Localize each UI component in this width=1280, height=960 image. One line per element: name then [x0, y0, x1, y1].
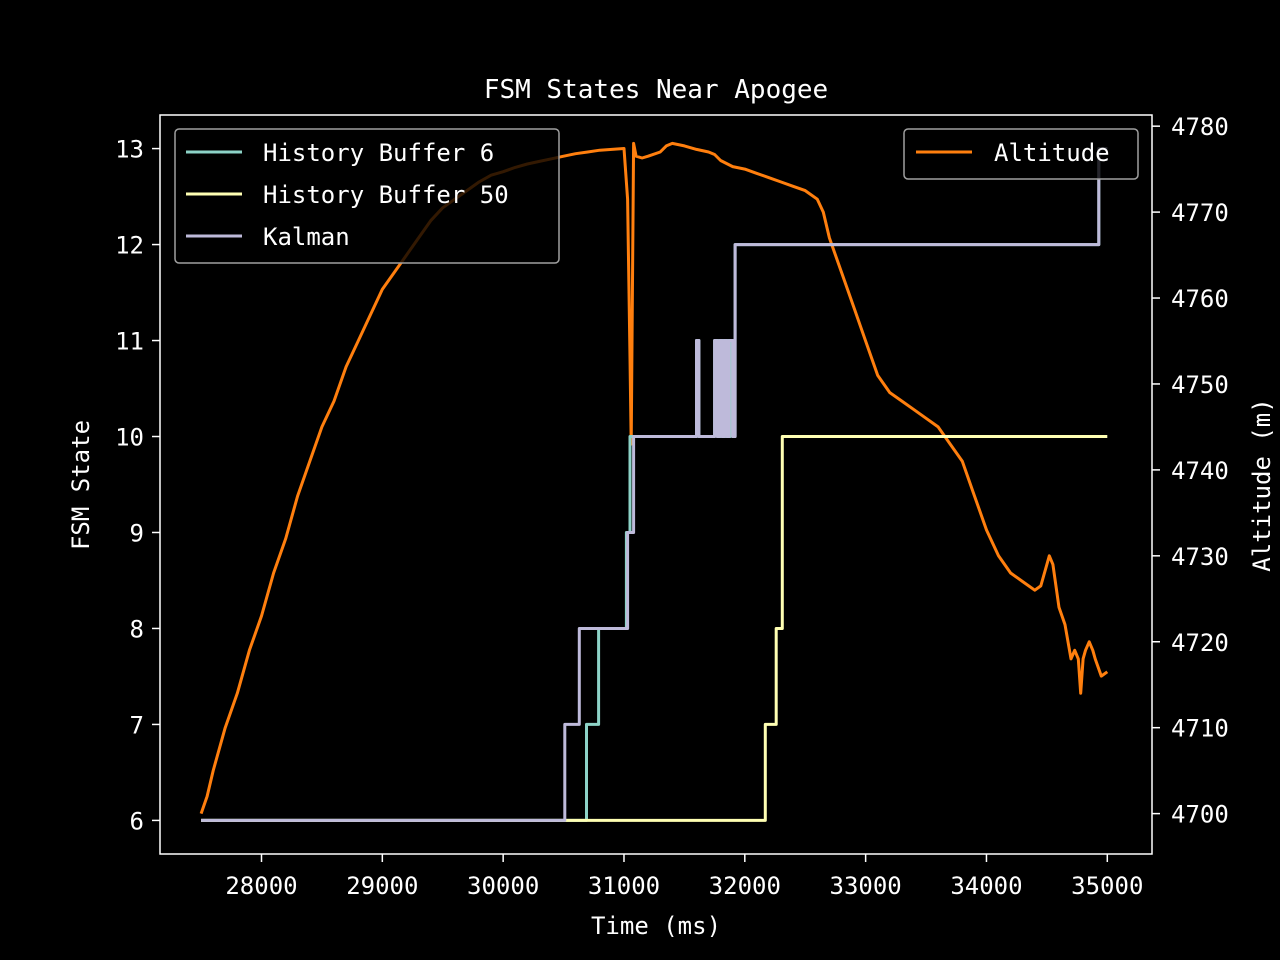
plot-lines: [199, 141, 1109, 822]
legend-right-box: [903, 128, 1139, 180]
y2-tick-label: 4770: [1171, 199, 1229, 227]
legend-right: Altitude: [903, 128, 1139, 180]
y2-tick-label: 4730: [1171, 543, 1229, 571]
x-axis-ticks: 28000 29000 30000 31000 32000 33000 34000 35000: [225, 854, 1143, 900]
legend-label-altitude: Altitude: [994, 139, 1110, 167]
right-y-axis-ticks: 4700 4710 4720 4730 4740 4750 4760 4770 4780: [1152, 113, 1229, 829]
x-tick-label: 34000: [950, 872, 1022, 900]
legend-left: History Buffer 6 History Buffer 50 Kalma…: [174, 128, 560, 264]
y-tick-label: 12: [115, 232, 144, 260]
x-tick-label: 28000: [225, 872, 297, 900]
x-tick-label: 35000: [1071, 872, 1143, 900]
right-y-axis-label: Altitude (m): [1248, 398, 1276, 571]
y2-tick-label: 4750: [1171, 371, 1229, 399]
series-line-kalman: [201, 147, 1108, 822]
y2-tick-label: 4740: [1171, 457, 1229, 485]
y-tick-label: 11: [115, 328, 144, 356]
legend-label-kalman: Kalman: [263, 223, 350, 251]
y-tick-label: 13: [115, 136, 144, 164]
x-tick-label: 31000: [588, 872, 660, 900]
y-tick-label: 8: [130, 615, 144, 643]
y2-tick-label: 4780: [1171, 113, 1229, 141]
y-tick-label: 10: [115, 424, 144, 452]
x-tick-label: 32000: [709, 872, 781, 900]
chart-title: FSM States Near Apogee: [484, 75, 828, 105]
left-y-axis-ticks: 6 7 8 9 10 11 12 13: [115, 136, 160, 835]
y2-tick-label: 4700: [1171, 801, 1229, 829]
x-tick-label: 30000: [467, 872, 539, 900]
legend-label-history-buffer-50: History Buffer 50: [263, 181, 509, 209]
y2-tick-label: 4720: [1171, 629, 1229, 657]
y-tick-label: 7: [130, 711, 144, 739]
x-axis-label: Time (ms): [591, 912, 721, 940]
y2-tick-label: 4760: [1171, 285, 1229, 313]
series-line-altitude: [199, 141, 1109, 815]
left-y-axis-label: FSM State: [67, 420, 95, 550]
series-line-history-buffer-50: [201, 435, 1108, 822]
legend-left-box: [174, 128, 560, 264]
x-tick-label: 33000: [830, 872, 902, 900]
y-tick-label: 9: [130, 519, 144, 547]
legend-label-history-buffer-6: History Buffer 6: [263, 139, 494, 167]
axes-frame: [159, 114, 1153, 855]
y-tick-label: 6: [130, 807, 144, 835]
y2-tick-label: 4710: [1171, 715, 1229, 743]
x-tick-label: 29000: [346, 872, 418, 900]
